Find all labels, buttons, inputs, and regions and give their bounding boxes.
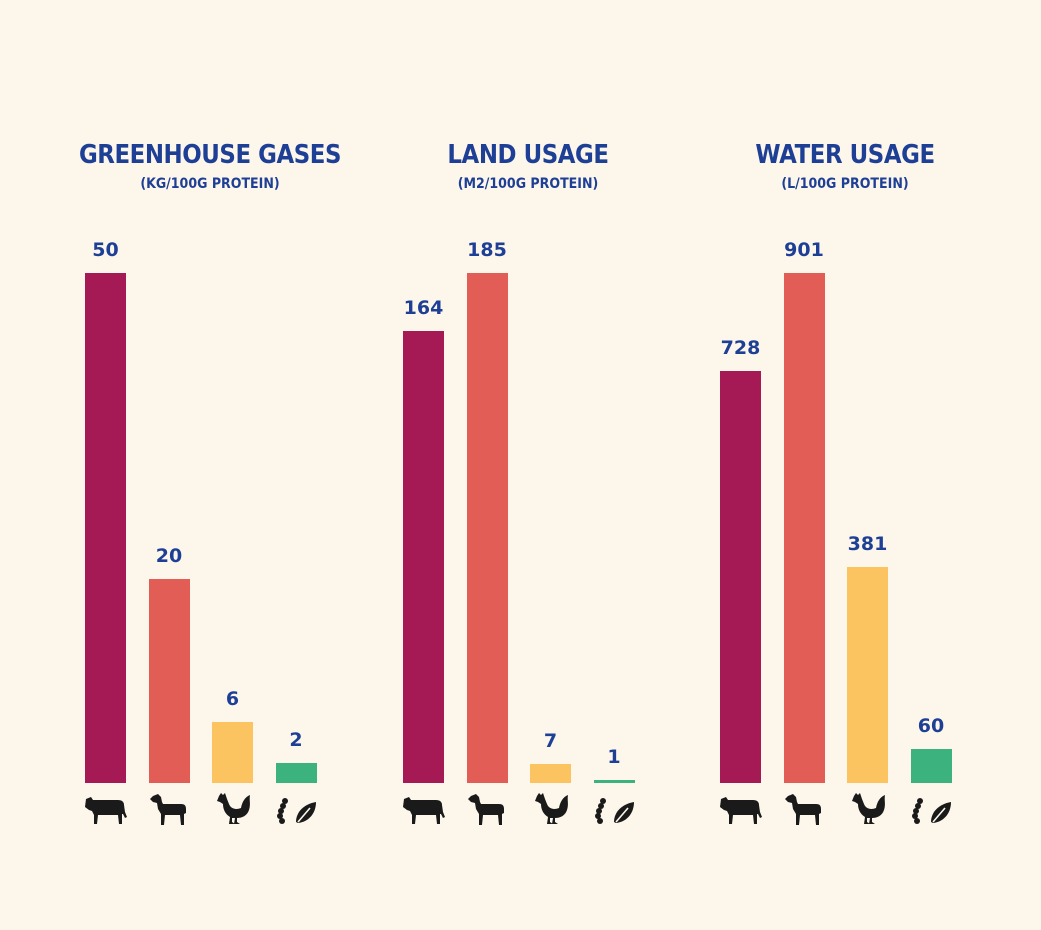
bar-insect-plant <box>275 763 317 783</box>
data-label: 6 <box>225 688 240 710</box>
bar-lamb <box>783 273 825 783</box>
chart-subtitle: (KG/100G PROTEIN) <box>140 176 280 192</box>
data-label: 20 <box>155 545 183 567</box>
data-label: 60 <box>917 715 945 737</box>
lamb-icon <box>145 790 193 828</box>
insect-plant-icon <box>907 790 955 828</box>
chicken-icon <box>844 790 892 828</box>
bar-lamb <box>148 579 190 783</box>
chart-subtitle: (L/100G PROTEIN) <box>781 176 909 192</box>
data-label: 50 <box>92 239 119 261</box>
bar-cow <box>720 371 761 783</box>
chart-title: WATER USAGE <box>755 140 935 170</box>
chart-title: LAND USAGE <box>447 140 609 170</box>
chart-title: GREENHOUSE GASES <box>78 140 342 170</box>
chart-greenhouse-gases: GREENHOUSE GASES (KG/100G PROTEIN) 50 20 6… <box>60 0 360 930</box>
data-label: 164 <box>403 297 444 319</box>
data-label: 728 <box>720 337 761 359</box>
bar-chicken <box>847 567 888 783</box>
chart-subtitle: (M2/100G PROTEIN) <box>457 176 599 192</box>
data-label: 1 <box>607 746 621 768</box>
chicken-icon <box>527 790 575 828</box>
chart-water-usage: WATER USAGE (L/100G PROTEIN) 728 901 381 60 <box>695 0 995 930</box>
data-label: 2 <box>289 729 303 751</box>
bar-insect-plant <box>910 749 952 783</box>
bar-chicken <box>530 764 571 783</box>
insect-plant-icon <box>272 790 320 828</box>
cow-icon <box>400 790 448 828</box>
data-label: 901 <box>784 239 824 261</box>
bar-cow <box>403 331 444 783</box>
bar-chicken <box>212 722 253 783</box>
cow-icon <box>717 790 765 828</box>
bar-insect-plant <box>593 780 635 783</box>
chart-land-usage: LAND USAGE (M2/100G PROTEIN) 164 185 7 1 <box>378 0 678 930</box>
lamb-icon <box>463 790 511 828</box>
bar-lamb <box>466 273 508 783</box>
chicken-icon <box>209 790 257 828</box>
insect-plant-icon <box>590 790 638 828</box>
data-label: 7 <box>543 730 558 752</box>
cow-icon <box>82 790 130 828</box>
data-label: 381 <box>847 533 888 555</box>
lamb-icon <box>780 790 828 828</box>
bar-cow <box>85 273 126 783</box>
data-label: 185 <box>467 239 507 261</box>
